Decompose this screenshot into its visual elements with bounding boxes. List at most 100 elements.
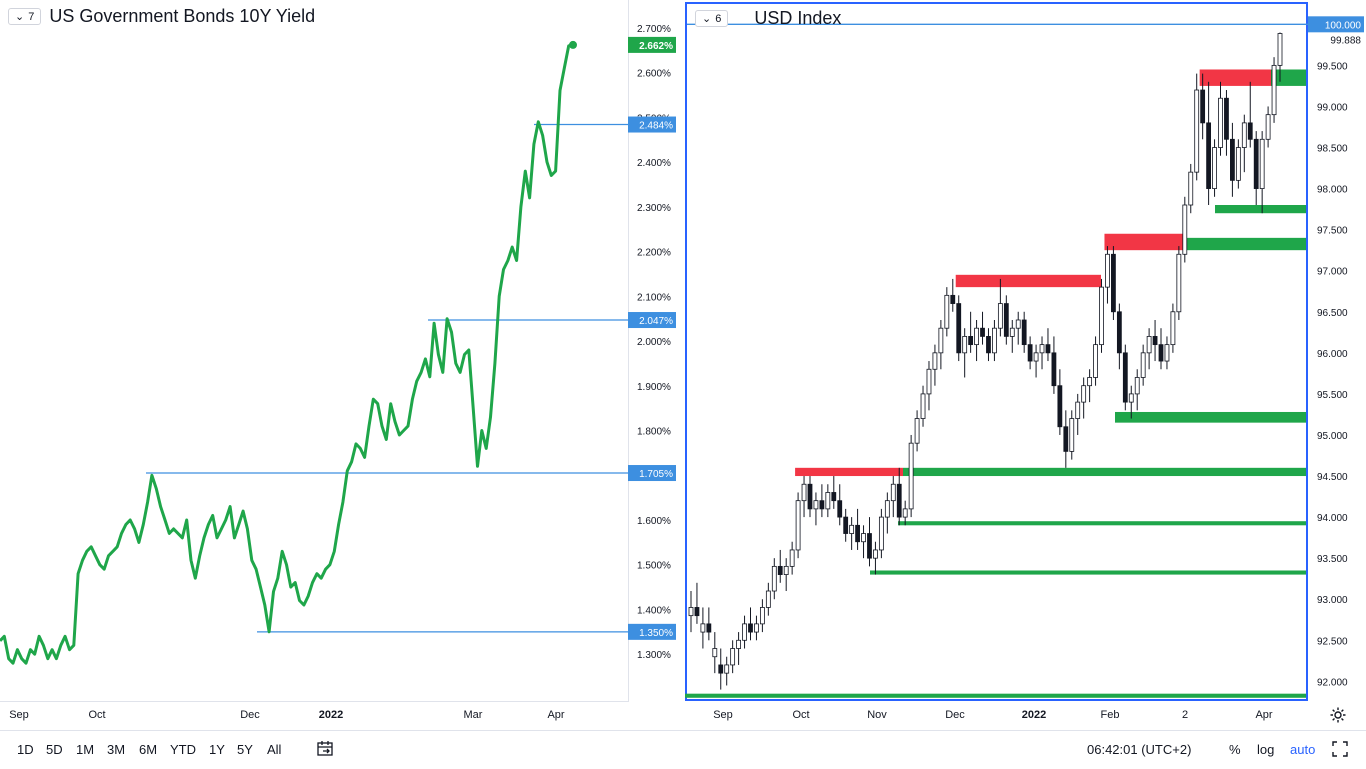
- candle-body: [861, 533, 866, 543]
- timeframe-1m-button[interactable]: 1M: [76, 742, 95, 757]
- x-axis-tick-label: 2022: [1022, 709, 1046, 721]
- candle-body: [1003, 303, 1009, 337]
- candle-body: [1009, 327, 1015, 337]
- bond-yield-plot[interactable]: 2.700%2.600%2.500%2.400%2.300%2.200%2.10…: [0, 0, 676, 721]
- chevron-down-icon: ⌄: [15, 11, 25, 23]
- candle-body: [986, 336, 991, 354]
- y-axis-tick-label: 98.500: [1317, 144, 1348, 155]
- x-axis-tick-label: Oct: [88, 709, 105, 721]
- y-axis-tick-label: 1.300%: [637, 650, 671, 661]
- usd-index-plot[interactable]: [685, 2, 1308, 701]
- x-axis-tick-label: Oct: [792, 709, 809, 721]
- timeframe-6m-button[interactable]: 6M: [139, 742, 158, 757]
- candle-body: [1051, 352, 1057, 387]
- bottom-toolbar: 1D 5D 1M 3M 6M YTD 1Y 5Y All 06:42:01 (U…: [0, 730, 1366, 769]
- legend-collapse-button[interactable]: ⌄ 6: [695, 10, 729, 27]
- candle-body: [742, 623, 747, 641]
- candle-body: [777, 565, 783, 575]
- price-label: 100.000: [1325, 20, 1362, 31]
- candle-body: [896, 483, 902, 518]
- bond-yield-pane[interactable]: 2.700%2.600%2.500%2.400%2.300%2.200%2.10…: [0, 0, 683, 730]
- y-axis-tick-label: 1.900%: [637, 382, 671, 393]
- date-range-icon[interactable]: [316, 740, 334, 758]
- price-label-box: [628, 465, 676, 482]
- candle-body: [1182, 204, 1188, 255]
- candle-body: [1069, 418, 1075, 452]
- x-axis-tick-label: Apr: [1255, 709, 1272, 721]
- candle-body: [956, 303, 962, 354]
- x-axis-tick-label: Nov: [867, 709, 887, 721]
- candle-body: [1015, 319, 1021, 329]
- price-label: 2.484%: [639, 121, 673, 132]
- candle-body: [1265, 114, 1271, 140]
- candle-body: [783, 565, 789, 575]
- chevron-down-icon: ⌄: [702, 13, 712, 25]
- price-label: 1.350%: [639, 628, 673, 639]
- timeframe-1d-button[interactable]: 1D: [17, 742, 34, 757]
- candle-body: [1146, 336, 1152, 354]
- y-axis-tick-label: 99.000: [1317, 102, 1348, 113]
- legend-collapse-button[interactable]: ⌄ 7: [8, 8, 42, 25]
- resistance-zone: [795, 467, 903, 477]
- y-axis-tick-label: 2.300%: [637, 203, 671, 214]
- candle-body: [884, 500, 890, 518]
- candle-body: [1099, 286, 1104, 346]
- y-axis-tick-label: 2.200%: [637, 248, 671, 259]
- candle-body: [1045, 344, 1051, 354]
- candle-body: [831, 492, 837, 502]
- candle-body: [1111, 253, 1116, 313]
- candle-body: [878, 516, 884, 551]
- timeframe-all-button[interactable]: All: [267, 742, 282, 757]
- y-axis-tick-label: 98.000: [1317, 185, 1348, 196]
- candle-body: [801, 483, 807, 502]
- timeframe-5y-button[interactable]: 5Y: [237, 742, 253, 757]
- gear-icon[interactable]: [1329, 706, 1347, 724]
- timeframe-5d-button[interactable]: 5D: [46, 742, 63, 757]
- auto-scale-toggle[interactable]: auto: [1290, 742, 1316, 757]
- candle-body: [771, 565, 777, 592]
- support-zone: [1115, 411, 1306, 423]
- fullscreen-icon[interactable]: [1332, 741, 1348, 757]
- candle-body: [718, 664, 724, 674]
- candle-body: [813, 500, 819, 510]
- candle-body: [1194, 89, 1200, 173]
- candle-body: [974, 327, 979, 346]
- candle-body: [1200, 89, 1206, 124]
- last-point-marker: [569, 40, 577, 49]
- y-axis-tick-label: 2.100%: [637, 292, 671, 303]
- price-label: 1.705%: [639, 469, 673, 480]
- log-scale-toggle[interactable]: log: [1257, 742, 1275, 757]
- price-label: 2.662%: [639, 41, 673, 52]
- timeframe-1y-button[interactable]: 1Y: [209, 742, 225, 757]
- timeframe-3m-button[interactable]: 3M: [107, 742, 126, 757]
- candle-body: [997, 303, 1003, 329]
- x-axis-tick-label: Sep: [9, 709, 29, 721]
- timeframe-ytd-button[interactable]: YTD: [170, 742, 196, 757]
- percent-scale-toggle[interactable]: %: [1229, 742, 1241, 757]
- candle-body: [1075, 401, 1081, 419]
- usd-index-legend: ⌄ 6 USD Index: [695, 8, 841, 29]
- candle-body: [908, 442, 914, 510]
- candle-body: [992, 327, 997, 354]
- candle-body: [968, 336, 974, 346]
- y-axis-tick-label: 97.000: [1317, 267, 1348, 278]
- y-axis-tick-label: 95.500: [1317, 390, 1348, 401]
- y-axis-tick-label: 96.500: [1317, 308, 1348, 319]
- candle-body: [1140, 352, 1146, 378]
- candle-body: [938, 327, 944, 354]
- support-zone: [870, 570, 1306, 575]
- candle-body: [1057, 385, 1063, 428]
- legend-indicator-count: 6: [715, 12, 722, 25]
- y-axis-tick-label: 93.500: [1317, 554, 1348, 565]
- y-axis-tick-label: 95.000: [1317, 431, 1348, 442]
- candle-body: [932, 352, 938, 370]
- clock-timezone[interactable]: 06:42:01 (UTC+2): [1087, 742, 1192, 757]
- bond-yield-legend: ⌄ 7 US Government Bonds 10Y Yield: [8, 6, 315, 27]
- candle-body: [736, 639, 741, 649]
- candle-body: [795, 500, 801, 551]
- support-zone: [1215, 205, 1306, 214]
- candle-body: [843, 516, 849, 534]
- usd-index-pane[interactable]: 99.500 99.000 98.500 98.000 97.500 97.000 96.5…: [683, 0, 1366, 730]
- candle-body: [819, 500, 825, 510]
- candle-body: [730, 648, 736, 666]
